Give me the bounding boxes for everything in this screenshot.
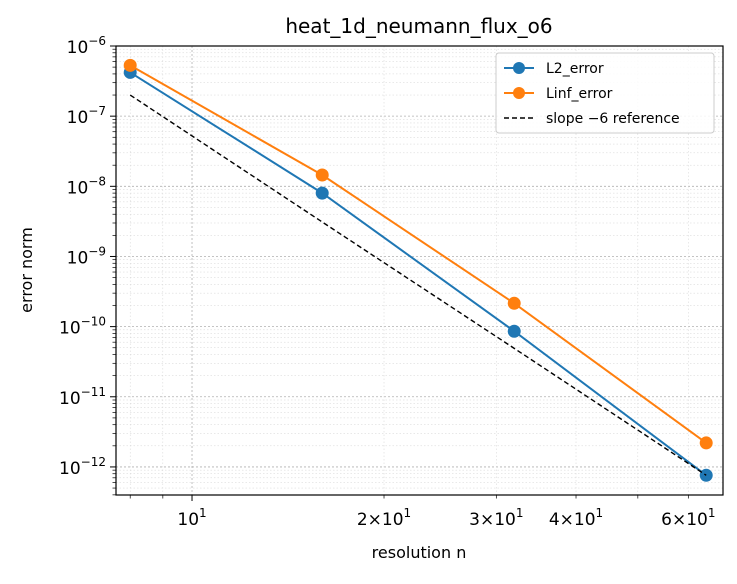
data-point <box>507 296 521 310</box>
x-tick-label: 101 <box>177 506 206 530</box>
legend-marker-1 <box>513 87 525 99</box>
y-tick-label: 10−8 <box>67 174 106 198</box>
y-tick-label: 10−11 <box>59 385 106 409</box>
legend-label-0: L2_error <box>546 61 604 77</box>
x-tick-label: 6×101 <box>661 506 715 530</box>
x-tick-label: 3×101 <box>469 506 523 530</box>
x-tick-label: 4×101 <box>549 506 603 530</box>
y-tick-label: 10−10 <box>59 315 106 339</box>
y-tick-label: 10−6 <box>67 34 106 58</box>
legend-box <box>495 52 715 134</box>
data-point <box>699 436 713 450</box>
legend-marker-0 <box>513 62 525 74</box>
legend-label-1: Linf_error <box>546 86 613 102</box>
y-tick-label: 10−9 <box>67 244 106 268</box>
y-axis-label: error norm <box>17 227 36 313</box>
x-tick-label: 2×101 <box>357 506 411 530</box>
data-point <box>315 186 329 200</box>
data-point <box>315 168 329 182</box>
series-line-0 <box>129 71 707 477</box>
series-line-2 <box>129 94 707 476</box>
data-point <box>123 58 137 72</box>
plot-frame <box>115 45 724 496</box>
series-layer <box>123 58 713 482</box>
x-axis-label: resolution n <box>372 543 467 562</box>
series-line-1 <box>129 64 707 444</box>
y-tick-label: 10−7 <box>67 104 106 128</box>
axes-layer: 10−6 10−7 10−8 10−9 10−10 10−11 10−12 101 2×101 3… <box>59 34 715 530</box>
y-tick-label: 10−12 <box>59 455 106 479</box>
legend-label-2: slope −6 reference <box>546 111 680 127</box>
data-point <box>507 324 521 338</box>
chart-title: heat_1d_neumann_flux_o6 <box>285 14 552 38</box>
